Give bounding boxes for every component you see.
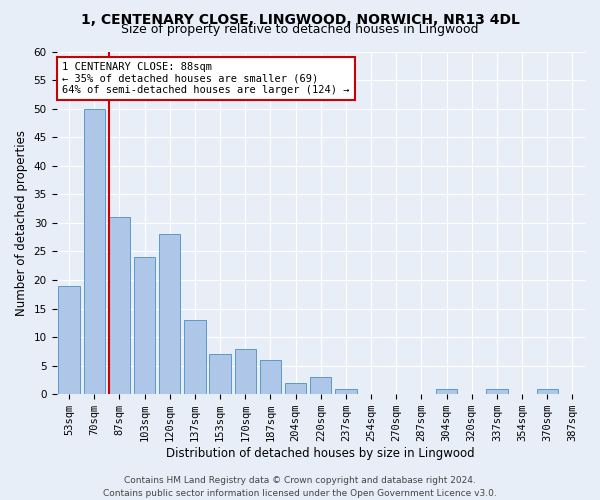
Bar — [159, 234, 181, 394]
Text: Size of property relative to detached houses in Lingwood: Size of property relative to detached ho… — [121, 22, 479, 36]
Y-axis label: Number of detached properties: Number of detached properties — [15, 130, 28, 316]
Bar — [83, 108, 105, 394]
Bar — [536, 388, 558, 394]
Text: 1 CENTENARY CLOSE: 88sqm
← 35% of detached houses are smaller (69)
64% of semi-d: 1 CENTENARY CLOSE: 88sqm ← 35% of detach… — [62, 62, 349, 95]
Bar — [310, 377, 331, 394]
Bar — [109, 217, 130, 394]
Text: 1, CENTENARY CLOSE, LINGWOOD, NORWICH, NR13 4DL: 1, CENTENARY CLOSE, LINGWOOD, NORWICH, N… — [80, 12, 520, 26]
Bar — [235, 348, 256, 394]
Bar — [335, 388, 356, 394]
Bar — [436, 388, 457, 394]
Bar — [134, 257, 155, 394]
Bar — [184, 320, 206, 394]
Text: Contains HM Land Registry data © Crown copyright and database right 2024.
Contai: Contains HM Land Registry data © Crown c… — [103, 476, 497, 498]
Bar — [285, 383, 306, 394]
Bar — [260, 360, 281, 394]
Bar — [209, 354, 231, 394]
Bar — [58, 286, 80, 394]
Bar — [486, 388, 508, 394]
X-axis label: Distribution of detached houses by size in Lingwood: Distribution of detached houses by size … — [166, 447, 475, 460]
